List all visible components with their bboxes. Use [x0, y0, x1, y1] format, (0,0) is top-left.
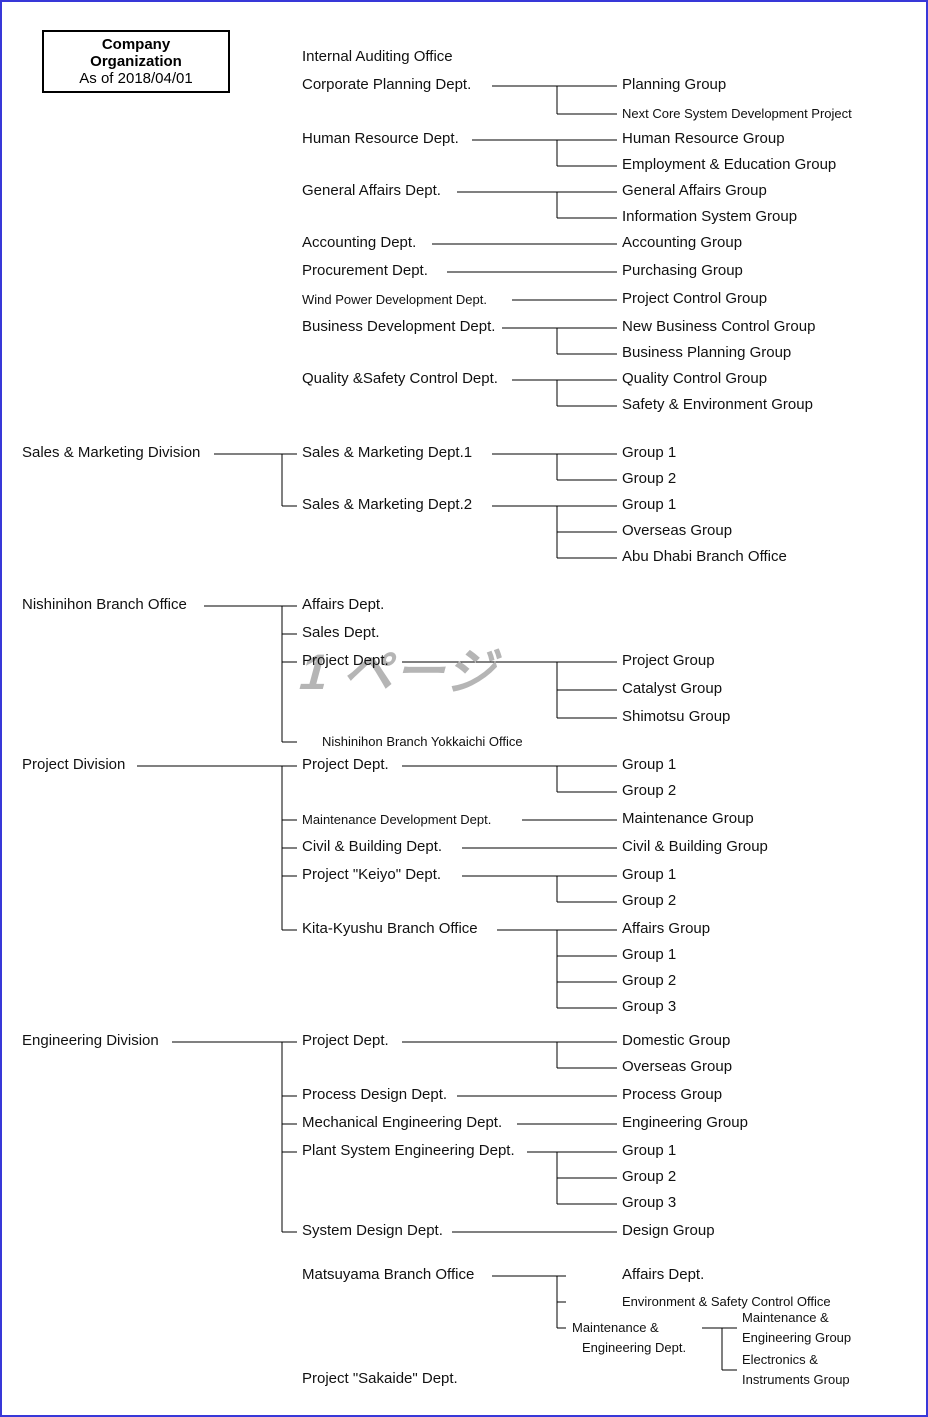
org-node: Group 1 — [622, 1142, 676, 1159]
org-node: Nishinihon Branch Office — [22, 596, 187, 613]
org-node: Affairs Dept. — [302, 596, 384, 613]
org-node: Group 1 — [622, 496, 676, 513]
org-node: General Affairs Dept. — [302, 182, 441, 199]
org-node: Accounting Dept. — [302, 234, 416, 251]
org-node: Planning Group — [622, 76, 726, 93]
org-node: Group 1 — [622, 946, 676, 963]
org-node: Electronics & — [742, 1352, 818, 1367]
org-node: Catalyst Group — [622, 680, 722, 697]
org-node: Group 3 — [622, 998, 676, 1015]
org-node: Group 2 — [622, 470, 676, 487]
org-node: Maintenance & — [572, 1320, 659, 1335]
org-node: Engineering Division — [22, 1032, 159, 1049]
org-node: Business Planning Group — [622, 344, 791, 361]
org-node: Maintenance Group — [622, 810, 754, 827]
org-node: Business Development Dept. — [302, 318, 495, 335]
org-node: Maintenance Development Dept. — [302, 812, 491, 827]
org-node: Project Control Group — [622, 290, 767, 307]
org-node: Affairs Dept. — [622, 1266, 704, 1283]
org-node: Abu Dhabi Branch Office — [622, 548, 787, 565]
org-node: Instruments Group — [742, 1372, 850, 1387]
org-node: Quality Control Group — [622, 370, 767, 387]
org-node: Project "Keiyo" Dept. — [302, 866, 441, 883]
org-node: Internal Auditing Office — [302, 48, 453, 65]
title-line-3: As of 2018/04/01 — [52, 70, 220, 87]
org-node: Project Group — [622, 652, 715, 669]
org-node: Group 1 — [622, 444, 676, 461]
org-node: Maintenance & — [742, 1310, 829, 1325]
org-node: Group 2 — [622, 892, 676, 909]
org-node: Group 2 — [622, 972, 676, 989]
org-node: Employment & Education Group — [622, 156, 836, 173]
org-node: Overseas Group — [622, 1058, 732, 1075]
org-node: Human Resource Dept. — [302, 130, 459, 147]
org-node: Engineering Dept. — [582, 1340, 686, 1355]
org-node: Domestic Group — [622, 1032, 730, 1049]
org-node: Civil & Building Dept. — [302, 838, 442, 855]
org-node: Sales & Marketing Dept.2 — [302, 496, 472, 513]
org-node: Next Core System Development Project — [622, 106, 852, 121]
org-node: Project Dept. — [302, 756, 389, 773]
org-node: Sales & Marketing Division — [22, 444, 200, 461]
org-node: Affairs Group — [622, 920, 710, 937]
org-node: Human Resource Group — [622, 130, 785, 147]
org-node: Group 1 — [622, 756, 676, 773]
org-node: Group 1 — [622, 866, 676, 883]
org-node: Project Dept. — [302, 1032, 389, 1049]
org-node: Plant System Engineering Dept. — [302, 1142, 515, 1159]
org-node: Purchasing Group — [622, 262, 743, 279]
org-node: Sales & Marketing Dept.1 — [302, 444, 472, 461]
org-node: Design Group — [622, 1222, 715, 1239]
org-node: Environment & Safety Control Office — [622, 1294, 831, 1309]
org-chart-page: Company Organization As of 2018/04/01 1 … — [0, 0, 928, 1417]
org-node: Group 2 — [622, 782, 676, 799]
org-node: Project Dept. — [302, 652, 389, 669]
org-node: Engineering Group — [622, 1114, 748, 1131]
org-node: Engineering Group — [742, 1330, 851, 1345]
org-node: Matsuyama Branch Office — [302, 1266, 474, 1283]
org-node: System Design Dept. — [302, 1222, 443, 1239]
org-node: Accounting Group — [622, 234, 742, 251]
org-node: General Affairs Group — [622, 182, 767, 199]
org-node: Wind Power Development Dept. — [302, 292, 487, 307]
org-node: Shimotsu Group — [622, 708, 730, 725]
org-node: Overseas Group — [622, 522, 732, 539]
org-node: Safety & Environment Group — [622, 396, 813, 413]
org-node: Process Design Dept. — [302, 1086, 447, 1103]
org-node: Civil & Building Group — [622, 838, 768, 855]
org-node: Corporate Planning Dept. — [302, 76, 471, 93]
org-node: New Business Control Group — [622, 318, 815, 335]
org-node: Process Group — [622, 1086, 722, 1103]
org-node: Group 3 — [622, 1194, 676, 1211]
org-node: Information System Group — [622, 208, 797, 225]
org-node: Kita-Kyushu Branch Office — [302, 920, 478, 937]
org-node: Nishinihon Branch Yokkaichi Office — [322, 734, 523, 749]
org-node: Sales Dept. — [302, 624, 380, 641]
title-line-1: Company — [52, 36, 220, 53]
org-node: Procurement Dept. — [302, 262, 428, 279]
title-box: Company Organization As of 2018/04/01 — [42, 30, 230, 93]
org-node: Project "Sakaide" Dept. — [302, 1370, 458, 1387]
org-node: Quality &Safety Control Dept. — [302, 370, 498, 387]
org-node: Project Division — [22, 756, 125, 773]
org-node: Group 2 — [622, 1168, 676, 1185]
title-line-2: Organization — [52, 53, 220, 70]
org-node: Mechanical Engineering Dept. — [302, 1114, 502, 1131]
